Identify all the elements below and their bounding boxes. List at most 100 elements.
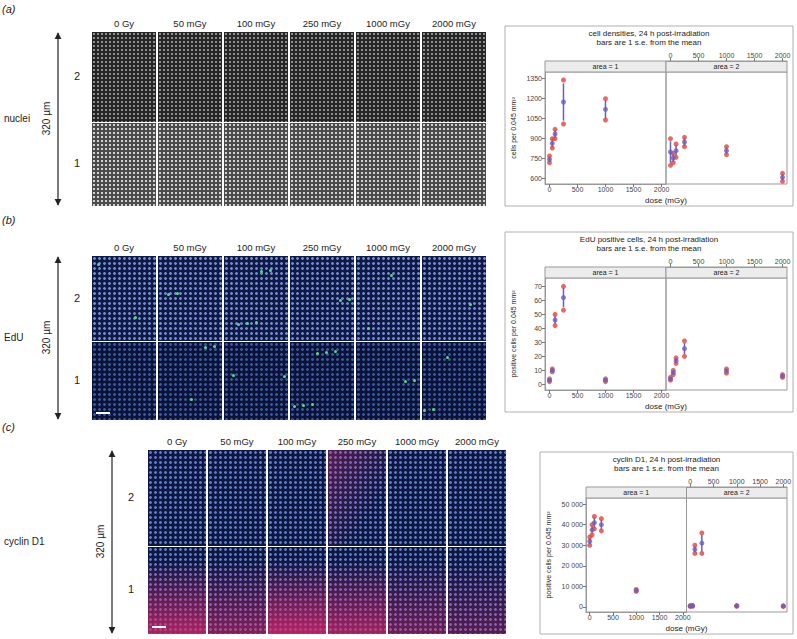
svg-text:0: 0 (688, 478, 692, 485)
svg-text:1500: 1500 (626, 392, 642, 399)
html-text:250 mGy: 250 mGy (302, 18, 342, 29)
svg-text:900: 900 (530, 135, 542, 142)
html-text:100 mGy: 100 mGy (277, 436, 317, 447)
svg-text:1500: 1500 (752, 478, 768, 485)
svg-text:area = 1: area = 1 (593, 269, 619, 276)
html-text:2000 mGy: 2000 mGy (432, 242, 476, 253)
svg-text:1050: 1050 (526, 115, 542, 122)
svg-text:1500: 1500 (747, 52, 763, 59)
svg-text:2000: 2000 (654, 392, 670, 399)
svg-text:0: 0 (548, 186, 552, 193)
svg-text:50 000: 50 000 (562, 501, 584, 508)
svg-text:1350: 1350 (526, 75, 542, 82)
svg-text:0: 0 (669, 258, 673, 265)
html-text:250 mGy: 250 mGy (337, 436, 377, 447)
svg-text:20: 20 (534, 353, 542, 360)
svg-text:1000: 1000 (628, 614, 644, 621)
html-text:1000 mGy: 1000 mGy (366, 242, 410, 253)
html-text:100 mGy: 100 mGy (236, 18, 276, 29)
svg-text:1000: 1000 (598, 186, 614, 193)
svg-text:40 000: 40 000 (562, 521, 584, 528)
html-text:320 µm: 320 µm (40, 320, 52, 355)
svg-text:area = 2: area = 2 (724, 489, 750, 496)
html-text:100 mGy: 100 mGy (236, 242, 276, 253)
svg-text:positive cells per 0.045 mm²: positive cells per 0.045 mm² (545, 511, 553, 599)
svg-text:1000: 1000 (729, 478, 745, 485)
svg-text:1200: 1200 (526, 95, 542, 102)
svg-text:dose (mGy): dose (mGy) (645, 196, 687, 205)
html-text:50 mGy: 50 mGy (220, 436, 254, 447)
html-text:2000 mGy: 2000 mGy (432, 18, 476, 29)
html-text:1: 1 (74, 157, 81, 169)
svg-text:bars are 1 s.e. from the mean: bars are 1 s.e. from the mean (597, 244, 702, 253)
html-text:0 Gy: 0 Gy (114, 18, 134, 29)
svg-text:bars are 1 s.e. from the mean: bars are 1 s.e. from the mean (614, 464, 719, 473)
svg-text:60: 60 (534, 297, 542, 304)
svg-text:500: 500 (572, 392, 584, 399)
svg-text:area = 1: area = 1 (623, 489, 649, 496)
svg-text:30: 30 (534, 339, 542, 346)
svg-text:2000: 2000 (675, 614, 691, 621)
svg-text:cyclin D1, 24 h post-irradiati: cyclin D1, 24 h post-irradiation (613, 455, 721, 464)
svg-text:750: 750 (530, 155, 542, 162)
svg-text:500: 500 (708, 478, 720, 485)
svg-text:EdU positive cells, 24 h post-: EdU positive cells, 24 h post-irradiatio… (580, 235, 718, 244)
svg-text:1500: 1500 (626, 186, 642, 193)
svg-text:500: 500 (693, 52, 705, 59)
svg-text:positive cells per 0.045 mm²: positive cells per 0.045 mm² (510, 290, 518, 378)
svg-text:1000: 1000 (719, 258, 735, 265)
html-text:0 Gy: 0 Gy (167, 436, 187, 447)
svg-text:600: 600 (530, 175, 542, 182)
html-text:50 mGy: 50 mGy (173, 242, 207, 253)
html-text:(a): (a) (2, 3, 16, 15)
svg-text:0: 0 (538, 381, 542, 388)
svg-text:area = 2: area = 2 (714, 269, 740, 276)
svg-text:40: 40 (534, 325, 542, 332)
html-text:1: 1 (74, 373, 81, 386)
svg-text:dose (mGy): dose (mGy) (666, 624, 708, 633)
html-text:320 µm: 320 µm (94, 524, 106, 559)
svg-text:2000: 2000 (775, 478, 791, 485)
html-text:cyclin D1: cyclin D1 (4, 536, 45, 547)
svg-text:2000: 2000 (775, 52, 791, 59)
svg-text:0: 0 (669, 52, 673, 59)
html-text:(c): (c) (2, 421, 15, 433)
svg-text:500: 500 (572, 186, 584, 193)
svg-text:1500: 1500 (652, 614, 668, 621)
html-text:320 µm: 320 µm (40, 101, 52, 136)
svg-text:10 000: 10 000 (562, 583, 584, 590)
html-text:2: 2 (128, 491, 135, 503)
svg-text:500: 500 (693, 258, 705, 265)
svg-text:1000: 1000 (719, 52, 735, 59)
html-text:2: 2 (74, 70, 81, 82)
svg-text:10: 10 (534, 367, 542, 374)
html-text:(b): (b) (2, 214, 16, 226)
svg-text:50: 50 (534, 311, 542, 318)
svg-text:dose (mGy): dose (mGy) (645, 402, 687, 411)
svg-text:0: 0 (579, 603, 583, 610)
svg-text:cells per 0.045 mm²: cells per 0.045 mm² (510, 97, 518, 159)
svg-text:20 000: 20 000 (562, 562, 584, 569)
svg-text:30 000: 30 000 (562, 542, 584, 549)
svg-text:1000: 1000 (598, 392, 614, 399)
svg-text:bars are 1 s.e. from the mean: bars are 1 s.e. from the mean (597, 38, 702, 47)
html-text:0 Gy: 0 Gy (114, 242, 134, 253)
svg-text:area = 1: area = 1 (593, 63, 619, 70)
html-text:2000 mGy: 2000 mGy (455, 436, 499, 447)
svg-text:2000: 2000 (775, 258, 791, 265)
svg-text:cell densities, 24 h post-irra: cell densities, 24 h post-irradiation (589, 29, 710, 38)
svg-text:2000: 2000 (654, 186, 670, 193)
html-text:50 mGy: 50 mGy (173, 18, 207, 29)
svg-text:area = 2: area = 2 (714, 63, 740, 70)
html-text:1000 mGy: 1000 mGy (366, 18, 410, 29)
svg-text:500: 500 (607, 614, 619, 621)
svg-text:0: 0 (548, 392, 552, 399)
html-text:2: 2 (74, 291, 81, 304)
svg-text:1500: 1500 (747, 258, 763, 265)
html-text:EdU: EdU (4, 332, 24, 343)
html-text:nuclei: nuclei (4, 113, 31, 124)
svg-text:70: 70 (534, 283, 542, 290)
html-text:250 mGy: 250 mGy (302, 242, 342, 253)
svg-text:0: 0 (588, 614, 592, 621)
html-text:1000 mGy: 1000 mGy (395, 436, 439, 447)
